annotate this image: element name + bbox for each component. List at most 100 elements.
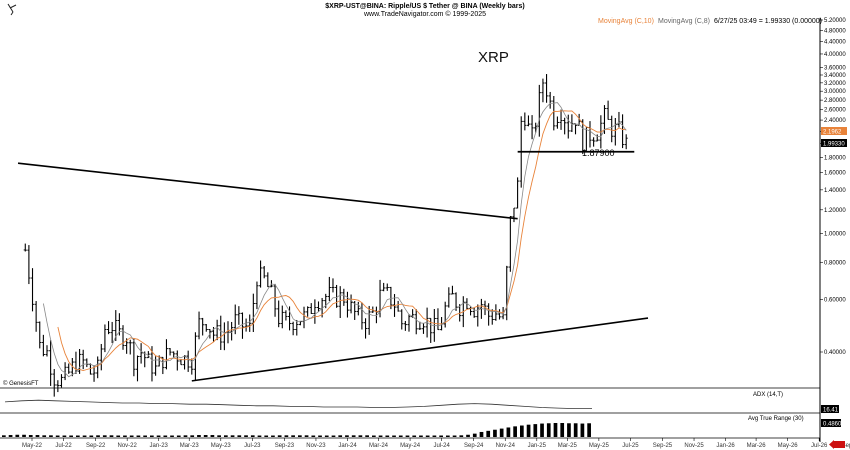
adx-panel bbox=[0, 390, 820, 412]
atr-bar bbox=[506, 427, 511, 437]
price-tick-label: 3.20000 bbox=[824, 81, 846, 87]
atr-bar bbox=[479, 431, 484, 437]
adx-value-tag bbox=[821, 405, 839, 413]
price-tick-label: 1.80000 bbox=[824, 155, 846, 161]
ma-price-tag-label: 2.1962 bbox=[823, 130, 842, 136]
price-tick-label: 5.20000 bbox=[824, 18, 846, 24]
time-tick-label: May-25 bbox=[589, 443, 610, 449]
atr-bar bbox=[277, 435, 282, 437]
atr-bar bbox=[224, 435, 228, 437]
atr-bar bbox=[311, 435, 316, 437]
atr-bar bbox=[210, 435, 215, 437]
adx-label: ADX (14,T) bbox=[753, 392, 783, 398]
atr-bar bbox=[432, 435, 437, 437]
atr-bar bbox=[96, 435, 100, 437]
atr-bar bbox=[466, 434, 470, 437]
atr-bar bbox=[22, 434, 26, 437]
atr-bar bbox=[136, 435, 141, 437]
price-tick-label: 2.60000 bbox=[824, 108, 846, 114]
datetime-readout: 6/27/25 03:49 = 1.99330 (0.00000) bbox=[714, 18, 822, 25]
chart-annotation-xrp: XRP bbox=[478, 49, 509, 66]
atr-bar bbox=[567, 423, 571, 437]
adx-line bbox=[4, 399, 592, 409]
time-tick-label: May-24 bbox=[400, 443, 421, 449]
atr-bar bbox=[217, 435, 221, 437]
ma8-line bbox=[43, 102, 627, 378]
atr-bar bbox=[398, 435, 403, 437]
support-level-label: 1.87900 bbox=[582, 148, 615, 158]
atr-bar bbox=[385, 435, 390, 437]
atr-bar bbox=[82, 435, 87, 437]
atr-bar bbox=[439, 435, 443, 437]
atr-bar bbox=[345, 435, 349, 437]
atr-bar bbox=[392, 435, 396, 437]
time-tick-label: Jan-25 bbox=[528, 443, 547, 449]
last-price-tag-label: 1.99330 bbox=[823, 142, 845, 148]
atr-bar bbox=[28, 435, 33, 437]
atr-bar bbox=[446, 435, 450, 437]
atr-bar bbox=[176, 435, 181, 437]
ma10-line bbox=[57, 110, 627, 371]
atr-bar bbox=[459, 435, 464, 437]
atr-bar bbox=[419, 435, 423, 437]
time-tick-label: May-22 bbox=[22, 443, 43, 449]
time-tick-label: Jul-24 bbox=[433, 443, 450, 449]
watermark: © GenesisFT bbox=[3, 380, 39, 387]
last-price-tag bbox=[821, 139, 847, 147]
atr-bar bbox=[42, 435, 47, 437]
atr-bar bbox=[553, 423, 558, 437]
atr-value: 0.4860 bbox=[823, 422, 842, 428]
time-tick-label: Sep-26 bbox=[842, 443, 850, 449]
atr-bar bbox=[452, 435, 457, 437]
atr-bar bbox=[546, 423, 551, 437]
time-tick-label: Jan-26 bbox=[716, 443, 735, 449]
atr-bar bbox=[250, 435, 255, 437]
atr-bar bbox=[540, 423, 544, 437]
time-tick-label: Mar-24 bbox=[369, 443, 389, 449]
atr-bar bbox=[55, 435, 60, 437]
price-tick-label: 3.60000 bbox=[824, 66, 846, 72]
price-tick-label: 0.80000 bbox=[824, 260, 846, 266]
time-tick-label: Nov-25 bbox=[684, 443, 704, 449]
time-tick-label: Jan-24 bbox=[338, 443, 357, 449]
price-tick-label: 1.00000 bbox=[824, 231, 846, 237]
atr-bar bbox=[183, 435, 188, 437]
time-tick-label: Sep-24 bbox=[464, 443, 484, 449]
atr-bar bbox=[580, 423, 585, 437]
atr-bar bbox=[573, 423, 578, 437]
time-tick-label: Mar-25 bbox=[558, 443, 578, 449]
atr-bar bbox=[358, 435, 363, 437]
atr-bar bbox=[351, 435, 356, 437]
atr-bar bbox=[76, 435, 80, 437]
atr-bar bbox=[587, 423, 591, 437]
price-tick-label: 3.40000 bbox=[824, 73, 846, 79]
atr-bar bbox=[520, 425, 524, 437]
atr-bar bbox=[49, 435, 53, 437]
price-tick-label: 2.40000 bbox=[824, 118, 846, 124]
atr-bar bbox=[405, 435, 410, 437]
ohlc-bars bbox=[23, 74, 628, 397]
trendlines bbox=[17, 162, 649, 382]
time-tick-label: Mar-26 bbox=[747, 443, 767, 449]
scroll-right-arrow-icon[interactable] bbox=[829, 440, 845, 449]
price-tick-label: 4.80000 bbox=[824, 28, 846, 34]
pin-icon[interactable] bbox=[7, 3, 17, 16]
atr-bar bbox=[365, 435, 369, 437]
ma-price-tag bbox=[821, 127, 847, 135]
price-tick-label: 3.00000 bbox=[824, 89, 846, 95]
atr-bar bbox=[493, 429, 497, 437]
price-tick-label: 2.80000 bbox=[824, 98, 846, 104]
atr-bar bbox=[304, 435, 309, 437]
time-tick-label: Jul-25 bbox=[622, 443, 639, 449]
atr-value-tag bbox=[821, 419, 841, 427]
atr-bar bbox=[15, 434, 20, 437]
atr-bar bbox=[425, 435, 430, 437]
atr-bar bbox=[116, 435, 121, 437]
atr-bar bbox=[150, 435, 154, 437]
atr-bar bbox=[533, 424, 538, 437]
atr-bar bbox=[526, 424, 531, 437]
price-tick-label: 1.40000 bbox=[824, 188, 846, 194]
time-tick-label: Jan-23 bbox=[150, 443, 169, 449]
atr-bar bbox=[35, 435, 40, 437]
